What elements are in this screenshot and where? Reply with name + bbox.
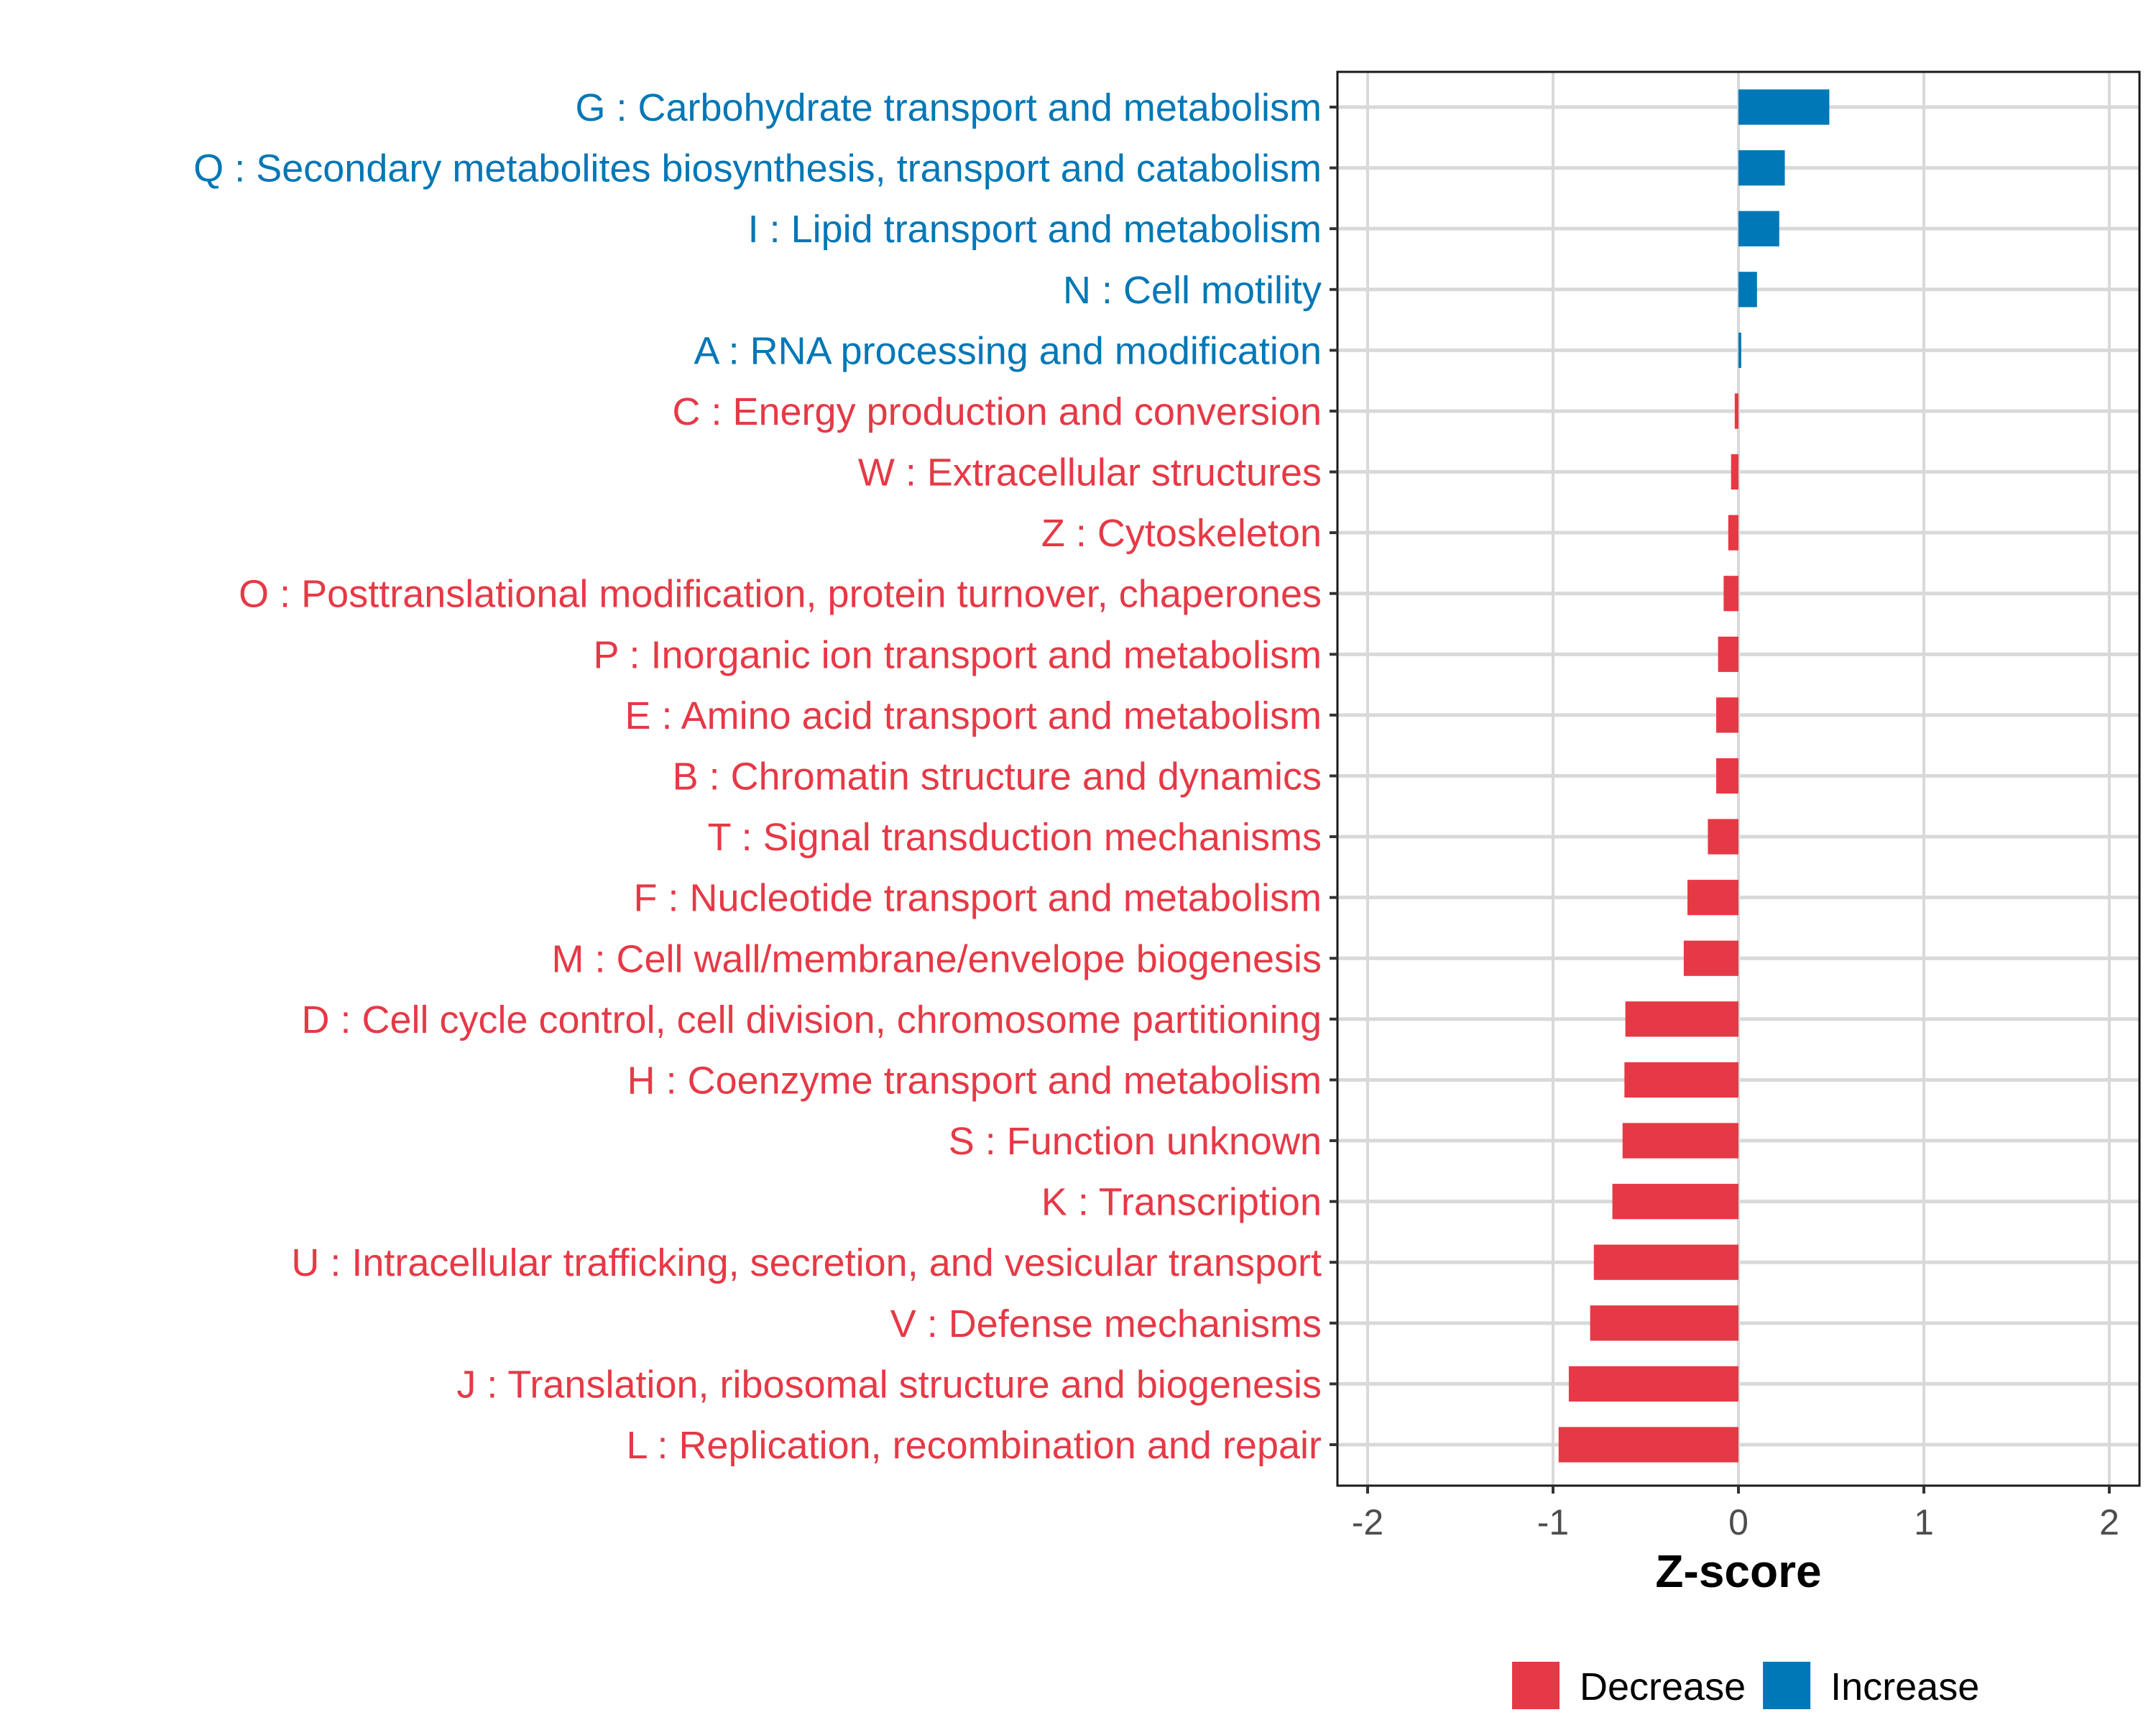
legend-label-decrease: Decrease <box>1580 1665 1746 1708</box>
category-label: P : Inorganic ion transport and metaboli… <box>593 633 1322 676</box>
x-tick-label: -1 <box>1537 1502 1569 1542</box>
bar-E <box>1716 697 1738 733</box>
y-axis: G : Carbohydrate transport and metabolis… <box>193 86 1337 1467</box>
x-tick-label: 1 <box>1914 1502 1934 1542</box>
category-label: T : Signal transduction mechanisms <box>708 816 1322 859</box>
bar-U <box>1593 1244 1738 1280</box>
bars <box>1558 89 1830 1463</box>
bar-Z <box>1728 515 1738 551</box>
bar-C <box>1734 393 1738 429</box>
category-label: H : Coenzyme transport and metabolism <box>627 1059 1322 1102</box>
bar-I <box>1738 211 1779 247</box>
category-label: D : Cell cycle control, cell division, c… <box>301 998 1322 1041</box>
bar-M <box>1683 940 1738 976</box>
category-label: Z : Cytoskeleton <box>1041 512 1322 555</box>
category-label: N : Cell motility <box>1063 269 1322 312</box>
x-tick-label: 2 <box>2099 1502 2119 1542</box>
category-label: A : RNA processing and modification <box>694 329 1322 372</box>
x-tick-label: 0 <box>1728 1502 1749 1542</box>
bar-T <box>1708 819 1738 855</box>
x-tick-label: -2 <box>1352 1502 1383 1542</box>
category-label: G : Carbohydrate transport and metabolis… <box>576 86 1322 129</box>
category-label: V : Defense mechanisms <box>890 1302 1322 1346</box>
legend-swatch-increase <box>1763 1662 1811 1709</box>
x-axis-title: Z-score <box>1655 1545 1821 1597</box>
category-label: B : Chromatin structure and dynamics <box>673 755 1322 799</box>
bar-V <box>1590 1305 1738 1341</box>
bar-G <box>1738 89 1830 125</box>
bar-H <box>1624 1062 1738 1098</box>
bar-O <box>1723 576 1738 612</box>
legend: Decrease Increase <box>1512 1662 1979 1709</box>
bar-A <box>1738 332 1741 368</box>
category-label: U : Intracellular trafficking, secretion… <box>291 1241 1322 1284</box>
category-label: I : Lipid transport and metabolism <box>748 208 1322 251</box>
category-label: J : Translation, ribosomal structure and… <box>456 1363 1322 1406</box>
category-label: K : Transcription <box>1041 1181 1322 1224</box>
bar-N <box>1738 272 1757 308</box>
category-label: C : Energy production and conversion <box>672 390 1322 433</box>
category-label: O : Posttranslational modification, prot… <box>239 573 1322 616</box>
category-label: M : Cell wall/membrane/envelope biogenes… <box>551 937 1322 980</box>
bar-K <box>1612 1184 1738 1220</box>
bar-Q <box>1738 150 1785 186</box>
bar-P <box>1718 636 1738 672</box>
bar-S <box>1622 1123 1738 1159</box>
category-label: L : Replication, recombination and repai… <box>626 1424 1322 1467</box>
bar-F <box>1687 880 1738 916</box>
x-axis: -2 -1 0 1 2 <box>1352 1486 2119 1542</box>
category-label: F : Nucleotide transport and metabolism <box>634 877 1322 920</box>
category-label: E : Amino acid transport and metabolism <box>625 694 1322 737</box>
category-label: Q : Secondary metabolites biosynthesis, … <box>193 147 1322 190</box>
bar-B <box>1716 758 1738 794</box>
bar-D <box>1625 1001 1738 1037</box>
category-label: S : Function unknown <box>949 1120 1322 1163</box>
legend-swatch-decrease <box>1512 1662 1560 1709</box>
bar-J <box>1568 1366 1738 1402</box>
bar-W <box>1731 454 1738 490</box>
bar-L <box>1558 1427 1738 1463</box>
legend-label-increase: Increase <box>1830 1665 1979 1708</box>
category-label: W : Extracellular structures <box>858 451 1322 494</box>
